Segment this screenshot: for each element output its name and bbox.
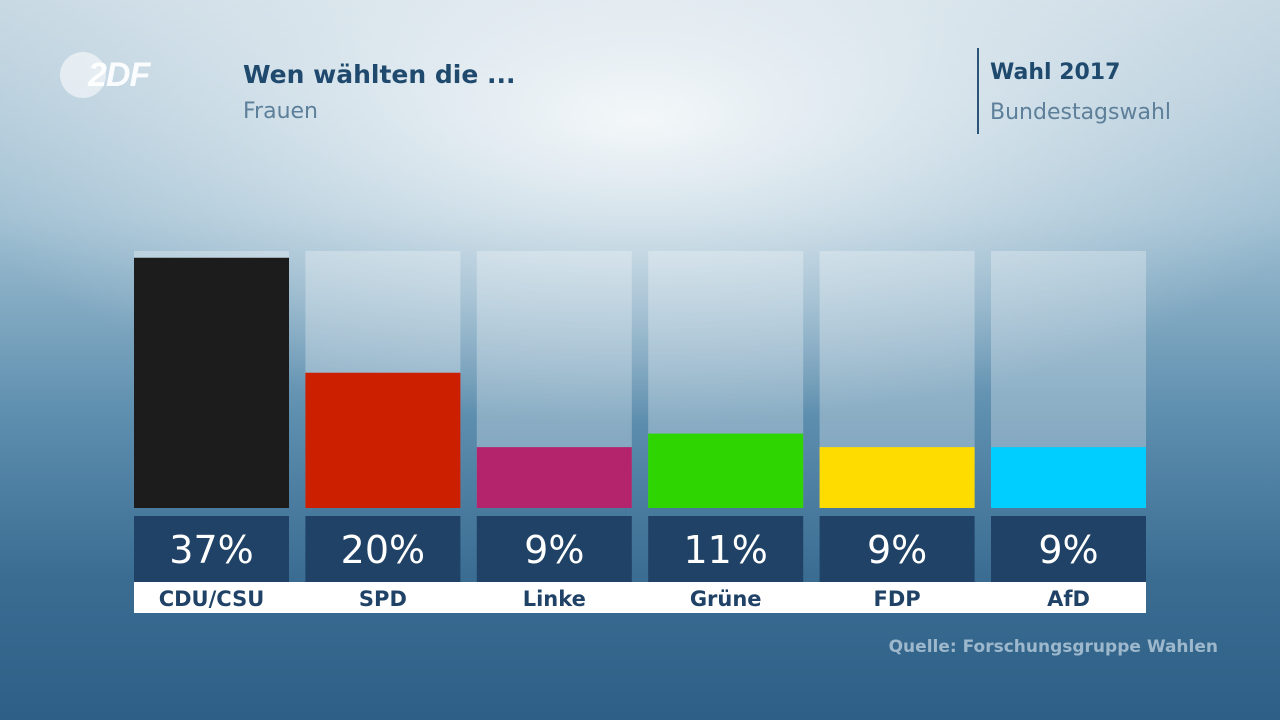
category-label: Linke	[523, 587, 586, 611]
value-box	[134, 516, 289, 582]
category-label: SPD	[359, 587, 407, 611]
zdf-logo: 2DF	[60, 50, 180, 100]
value-box	[819, 516, 975, 582]
value-label: 9%	[524, 528, 584, 572]
category-label: Grüne	[690, 587, 762, 611]
bar-spd	[305, 372, 461, 508]
value-label: 11%	[683, 528, 767, 572]
value-label: 9%	[867, 528, 927, 572]
value-label: 9%	[1038, 528, 1098, 572]
value-box	[991, 516, 1146, 582]
value-label: 37%	[169, 528, 253, 572]
category-label: AfD	[1047, 587, 1090, 611]
category-label: FDP	[874, 587, 921, 611]
value-box	[305, 516, 461, 582]
value-box	[648, 516, 804, 582]
value-label: 20%	[341, 528, 425, 572]
election-subtitle: Bundestagswahl	[990, 100, 1172, 125]
chart-title: Wen wählten die ...	[243, 60, 516, 89]
source-note: Quelle: Forschungsgruppe Wahlen	[888, 637, 1218, 657]
value-box	[476, 516, 632, 582]
election-title: Wahl 2017	[990, 60, 1121, 85]
bar-afd	[991, 447, 1146, 508]
zdf-logo-circle	[60, 52, 106, 98]
category-label: CDU/CSU	[159, 587, 265, 611]
chart-subtitle: Frauen	[243, 99, 319, 124]
bar-fdp	[819, 447, 975, 508]
header-divider	[977, 48, 979, 134]
bar-gr-ne	[648, 433, 804, 508]
zdf-logo-text: 2DF	[88, 56, 150, 94]
bar-cdu-csu	[134, 257, 289, 508]
bar-linke	[476, 447, 632, 508]
party-label-strip	[134, 582, 1146, 613]
